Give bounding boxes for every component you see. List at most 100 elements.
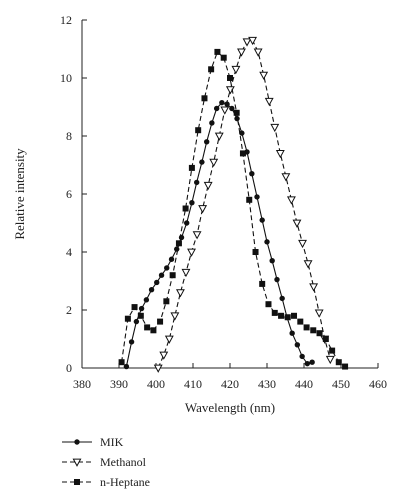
data-point (175, 240, 182, 247)
data-point (253, 48, 263, 57)
x-tick-label: 450 (332, 377, 350, 391)
data-point (254, 194, 260, 200)
data-point (168, 256, 175, 262)
y-tick-label: 2 (66, 303, 72, 317)
axes: 380 390 400 410 420 430 440 450 460 0 2 4 6 8 10 12 Wa… (12, 13, 387, 415)
data-point (342, 363, 349, 370)
data-point (303, 324, 310, 331)
x-tick-label: 390 (110, 377, 128, 391)
y-tick-label: 10 (60, 71, 72, 85)
data-point (294, 342, 301, 348)
data-point (229, 105, 235, 112)
data-point (259, 71, 269, 80)
data-point (184, 220, 190, 226)
data-point (278, 312, 285, 319)
legend-marker (74, 479, 80, 485)
data-point (195, 127, 202, 134)
data-point (203, 139, 210, 145)
series-methanol (153, 36, 335, 373)
data-point (249, 171, 255, 177)
x-tick-label: 460 (369, 377, 387, 391)
data-point (209, 158, 219, 167)
data-point (143, 297, 150, 303)
legend-item: Methanol (62, 455, 147, 469)
series-line (121, 50, 346, 368)
data-point (269, 258, 275, 264)
data-point (286, 196, 296, 205)
data-point (201, 95, 208, 102)
x-tick-label: 400 (147, 377, 165, 391)
x-tick-label: 420 (221, 377, 239, 391)
data-point (153, 364, 163, 373)
data-point (233, 109, 240, 116)
data-point (291, 312, 298, 319)
data-point (284, 314, 291, 321)
legend-label: Methanol (100, 455, 147, 469)
data-point (214, 48, 221, 55)
data-point (128, 339, 135, 345)
data-point (188, 164, 195, 171)
x-axis-ticks: 380 390 400 410 420 430 440 450 460 (73, 363, 387, 391)
data-point (118, 359, 125, 366)
data-point (192, 231, 202, 240)
data-point (248, 36, 258, 46)
data-point (271, 309, 278, 316)
data-point (292, 219, 302, 228)
series-n-heptane (118, 48, 349, 370)
data-point (208, 66, 215, 73)
data-point (275, 150, 285, 159)
data-point (298, 239, 307, 249)
data-point (309, 359, 315, 365)
data-point (148, 287, 155, 293)
y-tick-label: 8 (66, 129, 72, 143)
data-point (322, 336, 329, 342)
data-point (199, 159, 205, 165)
x-tick-label: 430 (258, 377, 276, 391)
series-line (125, 102, 313, 367)
y-axis-label: Relative intensity (12, 148, 27, 240)
x-axis-label: Wavelength (nm) (185, 400, 275, 415)
data-point (299, 353, 305, 360)
data-point (252, 249, 259, 255)
data-point (170, 312, 180, 321)
data-point (227, 75, 233, 81)
data-point (198, 205, 208, 214)
data-point (157, 318, 164, 325)
data-point (203, 181, 213, 191)
data-point (264, 97, 274, 107)
data-point (274, 276, 280, 283)
data-point (154, 279, 160, 286)
data-point (234, 115, 240, 122)
legend: MIK Methanol n-Heptane (62, 435, 150, 489)
data-point (138, 305, 145, 312)
legend-item: MIK (62, 435, 124, 449)
legend-label: MIK (100, 435, 124, 449)
data-point (194, 179, 200, 186)
data-point (259, 217, 265, 223)
data-point (220, 106, 230, 115)
data-point (163, 298, 170, 305)
x-tick-label: 380 (73, 377, 91, 391)
data-point (231, 65, 241, 75)
data-point (281, 173, 291, 182)
data-point (182, 205, 189, 212)
data-point (314, 309, 324, 318)
data-point (259, 280, 266, 287)
data-point (335, 359, 342, 366)
plot-area (118, 36, 349, 373)
data-point (123, 363, 130, 370)
data-point (264, 239, 270, 245)
data-point (237, 48, 246, 57)
data-point (242, 38, 252, 47)
series-line (157, 39, 331, 369)
data-point (175, 289, 185, 298)
data-point (220, 54, 227, 61)
data-point (174, 246, 180, 252)
data-point (239, 130, 245, 136)
data-point (219, 99, 225, 106)
y-tick-label: 6 (66, 187, 72, 201)
data-point (329, 347, 336, 354)
data-point (310, 327, 317, 334)
data-point (325, 355, 335, 365)
data-point (124, 315, 131, 322)
